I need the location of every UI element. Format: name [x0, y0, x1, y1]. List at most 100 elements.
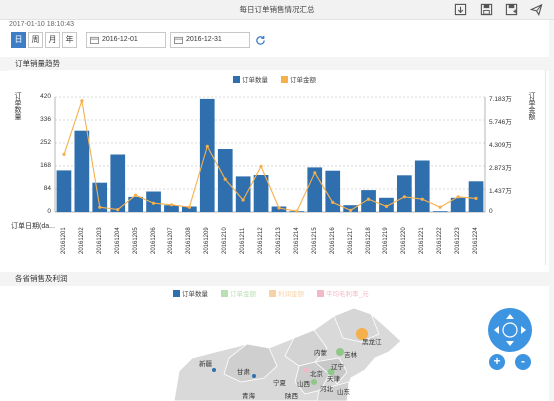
point-order-amount-20161222[interactable]	[438, 205, 442, 209]
left-tick-label: 336	[40, 116, 51, 123]
point-order-amount-20161202[interactable]	[80, 99, 84, 103]
refresh-icon[interactable]	[255, 35, 266, 46]
x-tick-label: 20161214	[293, 227, 300, 254]
right-tick-label: 0	[489, 208, 493, 215]
bar-order-count-20161207[interactable]	[164, 205, 179, 212]
legend-swatch	[233, 76, 240, 83]
legend-order-amount[interactable]: 订单金额	[281, 74, 316, 84]
bar-order-count-20161224[interactable]	[468, 181, 484, 212]
x-tick-label: 20161209	[204, 227, 211, 254]
bar-order-count-20161216[interactable]	[325, 170, 341, 212]
right-tick-label: 2.873万	[489, 165, 512, 172]
legend-swatch	[269, 290, 276, 297]
map-pan-control[interactable]	[488, 308, 532, 352]
bar-order-count-20161212[interactable]	[253, 175, 269, 212]
x-tick-label: 20161203	[96, 227, 103, 254]
point-order-amount-20161207[interactable]	[169, 203, 174, 207]
x-tick-label: 20161220	[401, 227, 408, 254]
bar-order-count-20161205[interactable]	[128, 196, 143, 212]
province-label: 山东	[337, 389, 350, 396]
save-as-icon[interactable]	[505, 3, 518, 16]
bar-order-count-20161208[interactable]	[182, 206, 197, 213]
bar-order-count-20161201[interactable]	[56, 170, 72, 212]
point-order-amount-20161211[interactable]	[241, 198, 245, 202]
chart-svg	[54, 96, 486, 213]
point-order-amount-20161224[interactable]	[474, 196, 478, 200]
legend-label: 订单数量	[242, 77, 268, 84]
province-label: 山西	[297, 381, 310, 388]
bar-order-count-20161209[interactable]	[199, 98, 215, 212]
zoom-out-button[interactable]: -	[515, 354, 531, 370]
map-legend-order-amount[interactable]: 订单金额	[221, 288, 256, 298]
point-order-amount-20161206[interactable]	[151, 201, 156, 205]
point-order-amount-20161209[interactable]	[205, 144, 209, 148]
point-order-amount-20161216[interactable]	[331, 200, 335, 204]
point-order-amount-20161201[interactable]	[62, 152, 66, 156]
update-timestamp: 2017-01-10 18:10:43	[9, 21, 74, 28]
x-tick-label: 20161222	[437, 227, 444, 254]
x-tick-label: 20161223	[455, 227, 462, 254]
map-legend-order-count[interactable]: 订单数量	[173, 288, 208, 298]
bar-order-count-20161222[interactable]	[432, 211, 448, 212]
point-order-amount-20161219[interactable]	[384, 204, 389, 208]
x-tick-label: 20161201	[60, 227, 67, 254]
bar-order-count-20161220[interactable]	[397, 175, 412, 212]
start-date-value: 2016-12-01	[102, 36, 138, 43]
point-order-amount-20161205[interactable]	[134, 193, 138, 197]
point-order-amount-20161210[interactable]	[223, 177, 227, 181]
point-order-amount-20161221[interactable]	[420, 197, 424, 201]
export-icon[interactable]	[454, 3, 467, 16]
bar-order-count-20161223[interactable]	[450, 197, 466, 212]
bar-order-count-20161221[interactable]	[414, 160, 430, 213]
point-order-amount-20161204[interactable]	[116, 208, 120, 212]
save-icon[interactable]	[480, 3, 493, 16]
left-tick-label: 0	[47, 208, 51, 215]
point-order-amount-20161218[interactable]	[366, 197, 371, 201]
legend-order-count[interactable]: 订单数量	[233, 74, 268, 84]
point-order-amount-20161214[interactable]	[295, 209, 299, 213]
bar-order-count-20161203[interactable]	[92, 182, 108, 212]
end-date-field[interactable]: 2016-12-31	[170, 32, 250, 48]
bar-order-count-20161211[interactable]	[235, 176, 251, 212]
bar-order-count-20161218[interactable]	[361, 190, 376, 212]
point-order-amount-20161215[interactable]	[313, 171, 317, 175]
send-icon[interactable]	[530, 3, 543, 16]
legend-swatch	[317, 290, 324, 297]
legend-label: 订单金额	[230, 291, 256, 298]
x-axis-title: 订单日期(da...	[11, 223, 55, 230]
province-label: 陕西	[285, 393, 298, 400]
right-tick-label: 1.437万	[489, 188, 512, 195]
x-tick-label: 20161210	[222, 227, 229, 254]
right-tick-label: 7.183万	[489, 96, 512, 103]
point-order-amount-20161220[interactable]	[402, 195, 406, 199]
x-tick-label: 20161213	[275, 227, 282, 254]
bar-order-count-20161202[interactable]	[74, 130, 90, 212]
right-axis-title: 订单金额	[528, 92, 535, 120]
bar-order-count-20161204[interactable]	[110, 154, 126, 213]
province-map[interactable]: 订单数量 订单金额 利润金额 平均毛利率_元 黑龙江 吉林 辽宁 内蒙 新疆 甘…	[9, 286, 546, 401]
map-legend-profit[interactable]: 利润金额	[269, 288, 304, 298]
point-order-amount-20161223[interactable]	[456, 195, 460, 199]
left-tick-label: 84	[43, 185, 51, 192]
point-order-amount-20161203[interactable]	[98, 205, 102, 209]
scrollbar[interactable]	[549, 20, 554, 401]
filter-bar: 日 周 月 年 2016-12-01 2016-12-31	[0, 28, 554, 52]
period-week-button[interactable]: 周	[28, 32, 43, 48]
period-day-button[interactable]: 日	[11, 32, 26, 48]
province-label: 辽宁	[331, 364, 344, 371]
period-year-button[interactable]: 年	[62, 32, 77, 48]
point-order-amount-20161213[interactable]	[277, 206, 281, 210]
x-tick-label: 20161219	[383, 227, 390, 254]
x-tick-label: 20161212	[258, 227, 265, 254]
map-legend-margin[interactable]: 平均毛利率_元	[317, 288, 369, 298]
point-order-amount-20161208[interactable]	[187, 205, 191, 209]
point-order-amount-20161217[interactable]	[349, 208, 353, 212]
bar-order-count-20161217[interactable]	[343, 205, 358, 212]
legend-swatch	[281, 76, 288, 83]
zoom-in-button[interactable]: +	[489, 354, 505, 370]
point-order-amount-20161212[interactable]	[259, 164, 263, 168]
end-date-value: 2016-12-31	[186, 36, 222, 43]
period-month-button[interactable]: 月	[45, 32, 60, 48]
map-panel-title: 各省销售及利润	[0, 272, 554, 286]
start-date-field[interactable]: 2016-12-01	[86, 32, 166, 48]
